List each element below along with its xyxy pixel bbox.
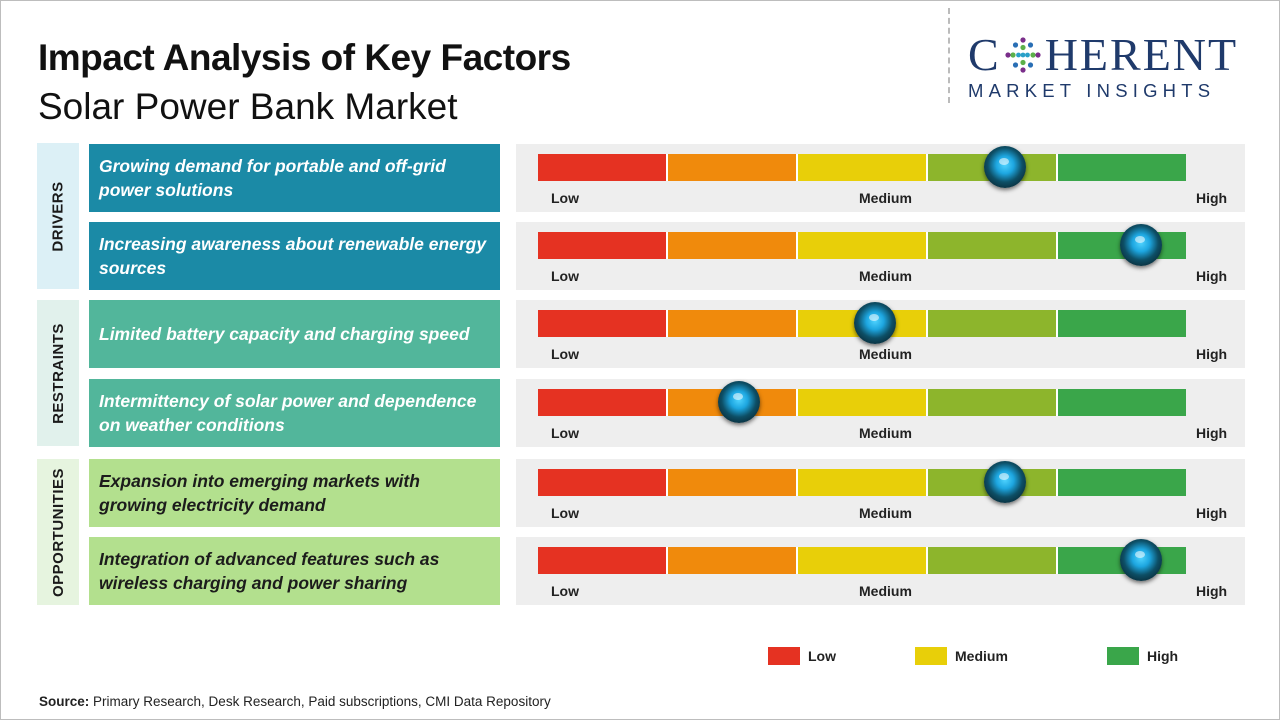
legend-item-high: High	[1107, 647, 1178, 665]
impact-scale-bar	[538, 154, 1186, 181]
impact-meter: Low Medium High	[516, 300, 1245, 368]
chart-title: Impact Analysis of Key Factors	[38, 37, 571, 78]
scale-label-medium: Medium	[859, 583, 912, 599]
scale-label-medium: Medium	[859, 505, 912, 521]
impact-indicator	[983, 461, 1026, 503]
category-restraints: RESTRAINTS	[37, 300, 79, 446]
logo-wordmark: C HERENT	[968, 32, 1268, 78]
scale-segment	[796, 547, 926, 574]
scale-segment	[1056, 310, 1186, 337]
scale-segment	[926, 232, 1056, 259]
legend-label-low: Low	[808, 648, 836, 664]
category-opportunities-label: OPPORTUNITIES	[49, 467, 67, 597]
scale-label-high: High	[1196, 583, 1228, 599]
impact-scale-bar	[538, 547, 1186, 574]
scale-segment	[666, 232, 796, 259]
factor-label: Increasing awareness about renewable ene…	[89, 222, 500, 290]
impact-indicator	[983, 146, 1026, 188]
logo-text: HERENT	[1044, 29, 1239, 80]
scale-segment	[666, 310, 796, 337]
impact-meter: Low Medium High	[516, 144, 1245, 212]
scale-label-low: Low	[551, 505, 579, 521]
logo-letter: C	[968, 29, 1001, 80]
scale-label-medium: Medium	[859, 268, 912, 284]
category-restraints-label: RESTRAINTS	[49, 322, 67, 424]
scale-segment	[538, 232, 666, 259]
scale-label-low: Low	[551, 268, 579, 284]
scale-segment	[926, 310, 1056, 337]
source-note: Source: Primary Research, Desk Research,…	[39, 694, 551, 709]
legend-swatch-low	[768, 647, 800, 665]
company-logo: C HERENT MARKET INSIGHTS	[968, 32, 1268, 102]
impact-indicator	[853, 302, 896, 344]
scale-segment	[666, 469, 796, 496]
factor-label: Expansion into emerging markets with gro…	[89, 459, 500, 527]
scale-label-medium: Medium	[859, 346, 912, 362]
scale-segment	[1056, 154, 1186, 181]
scale-segment	[1056, 469, 1186, 496]
scale-label-medium: Medium	[859, 190, 912, 206]
scale-label-high: High	[1196, 190, 1228, 206]
scale-segment	[796, 469, 926, 496]
impact-meter: Low Medium High	[516, 379, 1245, 447]
scale-label-high: High	[1196, 346, 1228, 362]
scale-label-low: Low	[551, 346, 579, 362]
scale-segment	[666, 154, 796, 181]
impact-indicator	[1119, 224, 1162, 266]
impact-scale-bar	[538, 389, 1186, 416]
legend-item-medium: Medium	[915, 647, 1008, 665]
factor-label: Growing demand for portable and off-grid…	[89, 144, 500, 212]
legend-swatch-medium	[915, 647, 947, 665]
scale-segment	[538, 389, 666, 416]
factor-label: Integration of advanced features such as…	[89, 537, 500, 605]
legend-label-medium: Medium	[955, 648, 1008, 664]
impact-scale-bar	[538, 469, 1186, 496]
scale-label-high: High	[1196, 425, 1228, 441]
impact-meter: Low Medium High	[516, 459, 1245, 527]
legend-swatch-high	[1107, 647, 1139, 665]
source-text: Primary Research, Desk Research, Paid su…	[93, 694, 551, 709]
chart-subtitle: Solar Power Bank Market	[38, 86, 458, 127]
logo-dots-icon	[1005, 37, 1041, 73]
category-opportunities: OPPORTUNITIES	[37, 459, 79, 605]
scale-segment	[926, 547, 1056, 574]
scale-segment	[796, 389, 926, 416]
source-label: Source:	[39, 694, 90, 709]
category-drivers-label: DRIVERS	[49, 180, 67, 252]
factor-label: Limited battery capacity and charging sp…	[89, 300, 500, 368]
scale-segment	[538, 547, 666, 574]
factor-label: Intermittency of solar power and depende…	[89, 379, 500, 447]
scale-label-low: Low	[551, 190, 579, 206]
scale-segment	[796, 154, 926, 181]
scale-label-medium: Medium	[859, 425, 912, 441]
scale-segment	[538, 154, 666, 181]
scale-segment	[926, 389, 1056, 416]
scale-segment	[538, 469, 666, 496]
scale-label-high: High	[1196, 505, 1228, 521]
scale-label-high: High	[1196, 268, 1228, 284]
impact-scale-bar	[538, 232, 1186, 259]
impact-indicator	[717, 381, 760, 423]
header-divider	[948, 8, 950, 103]
scale-segment	[666, 547, 796, 574]
scale-segment	[796, 232, 926, 259]
scale-segment	[538, 310, 666, 337]
legend-label-high: High	[1147, 648, 1179, 664]
scale-segment	[1056, 389, 1186, 416]
logo-tagline: MARKET INSIGHTS	[968, 80, 1216, 101]
legend-item-low: Low	[768, 647, 836, 665]
impact-meter: Low Medium High	[516, 222, 1245, 290]
impact-meter: Low Medium High	[516, 537, 1245, 605]
scale-label-low: Low	[551, 583, 579, 599]
impact-scale-bar	[538, 310, 1186, 337]
impact-indicator	[1119, 539, 1162, 581]
scale-label-low: Low	[551, 425, 579, 441]
category-drivers: DRIVERS	[37, 143, 79, 289]
